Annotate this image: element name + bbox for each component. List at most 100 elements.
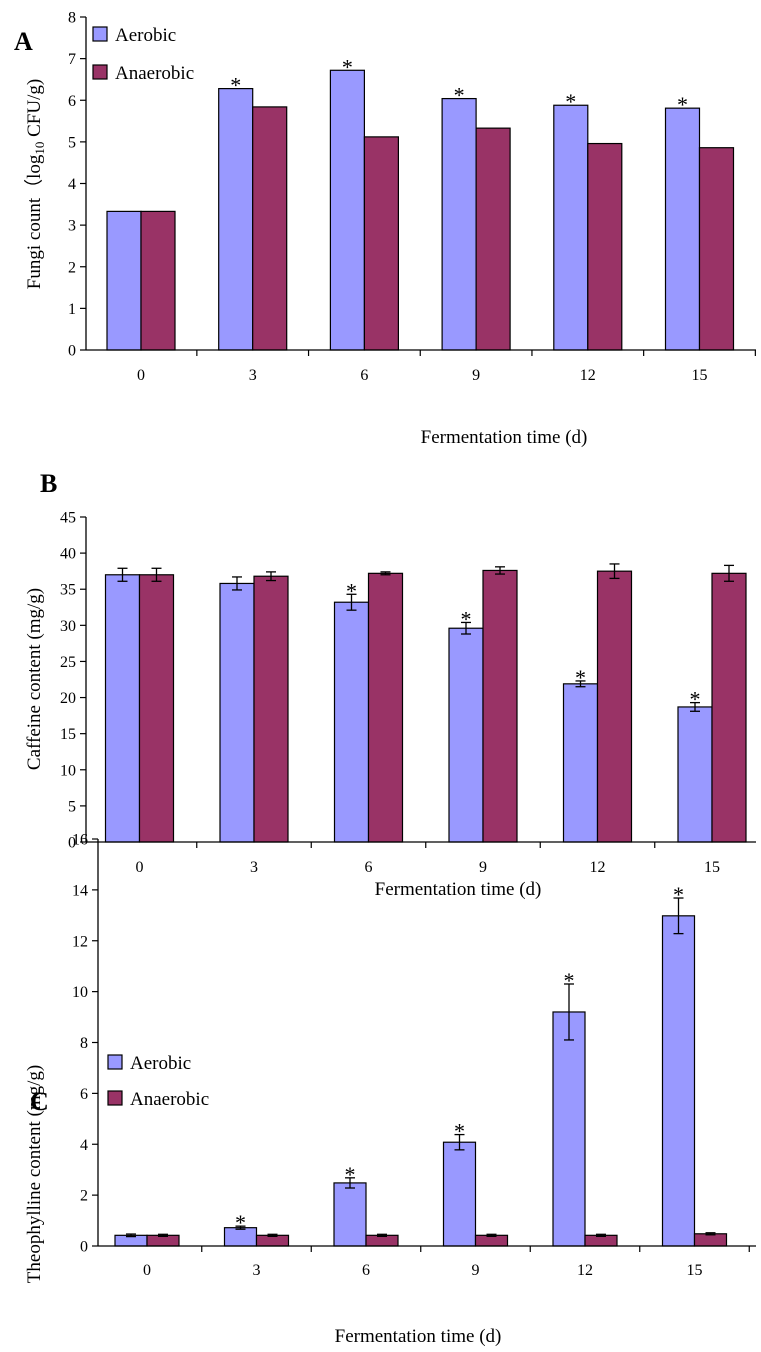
significance-marker: *	[565, 89, 576, 114]
bar-aerobic-day-12	[553, 104, 589, 351]
bar-anaerobic-day-6	[363, 136, 399, 351]
x-axis-label: Fermentation time (d)	[421, 427, 588, 448]
y-tick-label: 8	[68, 10, 76, 27]
y-tick-label: 5	[68, 798, 76, 815]
panel-letter: B	[40, 469, 57, 498]
y-tick-label: 0	[68, 835, 76, 852]
bar-aerobic-day-6	[333, 601, 370, 843]
y-tick-label: 25	[60, 654, 76, 671]
significance-marker: *	[677, 92, 688, 117]
y-tick-label: 6	[68, 93, 76, 110]
panel-letter: A	[14, 27, 33, 56]
bar-aerobic-day-12	[562, 683, 599, 843]
bar-anaerobic-day-12	[587, 142, 623, 351]
y-tick-label: 15	[60, 726, 76, 743]
x-tick-label: 9	[472, 367, 480, 384]
x-tick-label: 15	[704, 859, 720, 876]
bar-anaerobic-day-3	[253, 575, 289, 843]
bar-anaerobic-day-0	[138, 574, 175, 843]
bar-aerobic-day-9	[448, 627, 484, 843]
bar-aerobic-day-0	[104, 574, 141, 843]
significance-marker: *	[346, 578, 357, 603]
y-tick-label: 0	[68, 343, 76, 360]
x-axis-label: Fermentation time (d)	[335, 1326, 502, 1347]
bar-aerobic-day-15	[664, 107, 701, 351]
bar-anaerobic-day-15	[698, 147, 735, 351]
legend-swatch-aerobic	[92, 26, 108, 42]
y-tick-label: 14	[72, 882, 88, 899]
y-tick-label: 8	[80, 1035, 88, 1052]
y-tick-label: 0	[80, 1239, 88, 1256]
bar-aerobic-day-9	[441, 97, 477, 351]
significance-marker: *	[230, 73, 241, 98]
y-tick-label: 16	[72, 832, 88, 849]
y-axis-label: Theophylline content (mg/g)	[24, 1065, 45, 1283]
x-tick-label: 15	[687, 1262, 703, 1279]
x-tick-label: 6	[360, 367, 368, 384]
x-tick-label: 12	[590, 859, 606, 876]
x-tick-label: 9	[472, 1262, 480, 1279]
bar-aerobic-day-15	[661, 915, 696, 1247]
x-tick-label: 0	[137, 367, 145, 384]
significance-marker: *	[345, 1162, 356, 1187]
bar-aerobic-day-0	[106, 210, 142, 351]
legend-label-aerobic: Aerobic	[115, 25, 176, 46]
x-tick-label: 15	[692, 367, 708, 384]
bar-anaerobic-day-6	[367, 572, 404, 843]
y-tick-label: 6	[80, 1086, 88, 1103]
y-tick-label: 45	[60, 510, 76, 527]
panel-letter: C	[30, 1087, 49, 1116]
legend-label-anaerobic: Anaerobic	[130, 1089, 209, 1110]
y-axis-label: Caffeine content (mg/g)	[24, 588, 45, 770]
bar-aerobic-day-9	[442, 1141, 477, 1247]
bar-aerobic-day-3	[219, 582, 255, 843]
bar-aerobic-day-3	[218, 87, 254, 351]
significance-marker: *	[454, 1119, 465, 1144]
y-tick-label: 4	[80, 1137, 88, 1154]
y-tick-label: 7	[68, 51, 76, 68]
x-tick-label: 9	[479, 859, 487, 876]
x-tick-label: 12	[577, 1262, 593, 1279]
significance-marker: *	[342, 54, 353, 79]
x-tick-label: 6	[362, 1262, 370, 1279]
bar-aerobic-day-6	[329, 69, 365, 351]
x-tick-label: 0	[143, 1262, 151, 1279]
legend-swatch-anaerobic	[107, 1090, 123, 1106]
y-tick-label: 20	[60, 690, 76, 707]
y-tick-label: 10	[72, 984, 88, 1001]
significance-marker: *	[461, 606, 472, 631]
bar-anaerobic-day-9	[482, 569, 518, 843]
y-tick-label: 4	[68, 176, 76, 193]
bar-anaerobic-day-12	[596, 570, 633, 843]
significance-marker: *	[454, 83, 465, 108]
significance-marker: *	[564, 968, 575, 993]
bar-anaerobic-day-15	[693, 1233, 728, 1247]
x-tick-label: 3	[250, 859, 258, 876]
y-tick-label: 1	[68, 301, 76, 318]
y-tick-label: 3	[68, 218, 76, 235]
bar-anaerobic-day-0	[140, 210, 176, 351]
significance-marker: *	[673, 882, 684, 907]
y-tick-label: 2	[68, 259, 76, 276]
y-tick-label: 35	[60, 582, 76, 599]
y-tick-label: 40	[60, 546, 76, 563]
significance-marker: *	[235, 1210, 246, 1235]
y-axis-label: Fungi count（log10 CFU/g)	[23, 79, 47, 289]
x-axis-label: Fermentation time (d)	[375, 879, 542, 900]
bar-anaerobic-day-3	[252, 106, 288, 351]
bar-aerobic-day-12	[552, 1011, 586, 1247]
chart-panel-b: B * * * * 0 5 10 15 20 25 30 35 40 45 0 3 6 9 12 15 Fermentat…	[24, 469, 756, 900]
x-tick-label: 12	[580, 367, 596, 384]
x-tick-label: 0	[136, 859, 144, 876]
x-tick-label: 6	[365, 859, 373, 876]
legend-label-aerobic: Aerobic	[130, 1053, 191, 1074]
significance-marker: *	[690, 687, 701, 712]
y-tick-label: 30	[60, 618, 76, 635]
x-tick-label: 3	[249, 367, 257, 384]
bar-aerobic-day-6	[333, 1182, 367, 1247]
legend-swatch-anaerobic	[92, 64, 108, 80]
bar-aerobic-day-15	[677, 706, 713, 843]
y-tick-label: 12	[72, 933, 88, 950]
